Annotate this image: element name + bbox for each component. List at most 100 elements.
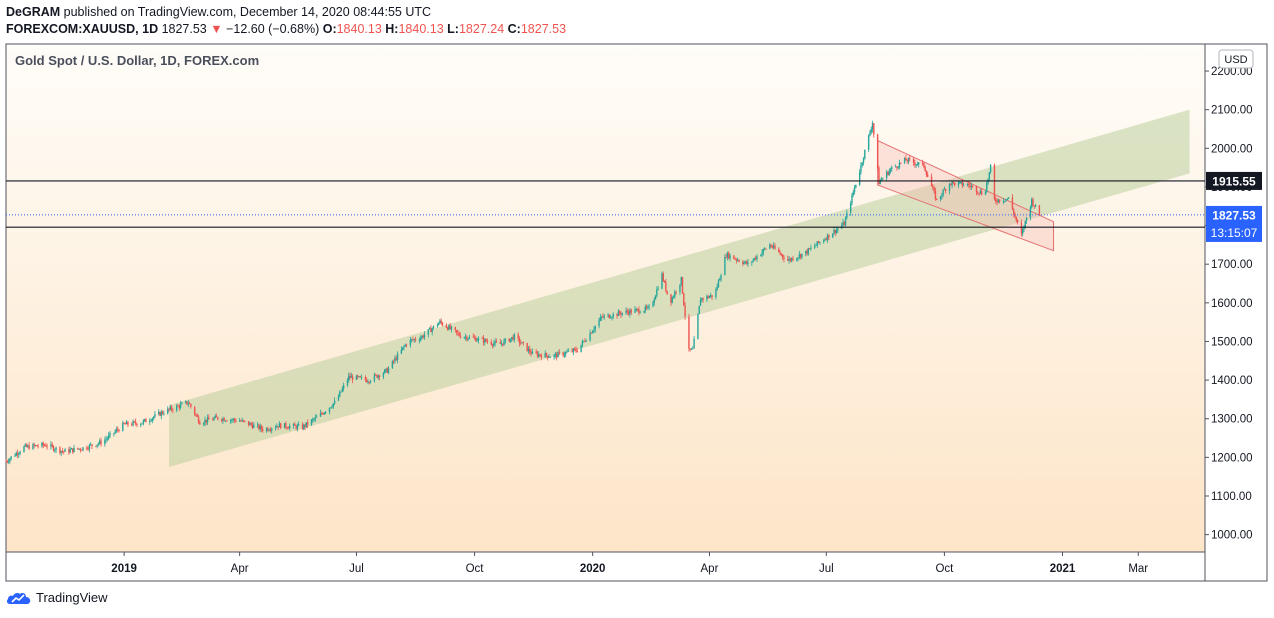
candle[interactable] — [69, 446, 71, 454]
candle[interactable] — [707, 294, 709, 299]
candle[interactable] — [671, 296, 673, 304]
candle[interactable] — [268, 428, 270, 432]
publisher-name[interactable]: DeGRAM — [6, 5, 61, 19]
candle[interactable] — [724, 254, 726, 276]
candle[interactable] — [45, 442, 47, 447]
candle[interactable] — [900, 162, 902, 165]
candle[interactable] — [952, 181, 955, 185]
candle[interactable] — [187, 399, 189, 408]
candle[interactable] — [681, 276, 684, 294]
candle[interactable] — [536, 350, 539, 359]
candle[interactable] — [508, 338, 510, 343]
candle[interactable] — [553, 353, 555, 360]
candle[interactable] — [933, 185, 935, 194]
candle[interactable] — [936, 197, 938, 201]
candle[interactable] — [909, 155, 911, 162]
candle[interactable] — [115, 426, 118, 434]
candle[interactable] — [418, 337, 421, 344]
candle[interactable] — [960, 181, 962, 185]
candle[interactable] — [861, 162, 863, 168]
candle[interactable] — [733, 255, 735, 260]
candle[interactable] — [46, 443, 48, 450]
candle[interactable] — [1029, 205, 1032, 221]
candle[interactable] — [943, 186, 946, 191]
candle[interactable] — [832, 233, 834, 238]
candle[interactable] — [91, 444, 93, 450]
candle[interactable] — [107, 432, 110, 441]
candle[interactable] — [828, 234, 830, 241]
candle[interactable] — [484, 337, 486, 346]
candle[interactable] — [271, 427, 273, 434]
candle[interactable] — [188, 401, 191, 405]
candle[interactable] — [644, 304, 646, 314]
candle[interactable] — [351, 374, 354, 384]
candle[interactable] — [710, 292, 712, 299]
candle[interactable] — [373, 372, 376, 383]
candle[interactable] — [799, 253, 802, 260]
candle[interactable] — [889, 167, 892, 174]
candle[interactable] — [143, 418, 146, 423]
candle[interactable] — [232, 417, 234, 423]
candle[interactable] — [87, 446, 89, 451]
candle[interactable] — [323, 412, 326, 415]
candle[interactable] — [404, 343, 406, 348]
candle[interactable] — [885, 169, 888, 182]
candle[interactable] — [807, 247, 810, 256]
candle[interactable] — [196, 413, 198, 417]
candle[interactable] — [916, 161, 919, 166]
candle[interactable] — [530, 349, 532, 357]
candle[interactable] — [251, 422, 254, 430]
candle[interactable] — [612, 312, 614, 320]
candle[interactable] — [932, 184, 934, 191]
candle[interactable] — [283, 423, 286, 429]
candle[interactable] — [968, 181, 970, 188]
candle[interactable] — [657, 285, 659, 291]
candle[interactable] — [618, 310, 621, 316]
candle[interactable] — [789, 257, 792, 263]
candle[interactable] — [204, 416, 206, 427]
candle[interactable] — [68, 446, 70, 455]
candle[interactable] — [197, 414, 200, 424]
candle[interactable] — [375, 373, 377, 376]
candle[interactable] — [34, 444, 37, 447]
candle[interactable] — [423, 331, 426, 340]
candle[interactable] — [511, 336, 513, 342]
candle[interactable] — [616, 313, 618, 319]
candle[interactable] — [256, 421, 259, 428]
candle[interactable] — [905, 154, 907, 161]
candle[interactable] — [808, 248, 811, 250]
candle[interactable] — [378, 374, 381, 381]
candle[interactable] — [19, 450, 21, 456]
candle[interactable] — [977, 191, 979, 195]
candle[interactable] — [593, 326, 595, 333]
candle[interactable] — [190, 403, 192, 409]
candle[interactable] — [315, 414, 318, 418]
candle[interactable] — [337, 394, 340, 402]
candle[interactable] — [693, 335, 695, 349]
candle[interactable] — [358, 376, 360, 378]
candle[interactable] — [306, 419, 309, 429]
candle[interactable] — [517, 332, 519, 342]
candle[interactable] — [310, 419, 313, 426]
candle[interactable] — [485, 338, 487, 343]
candle[interactable] — [431, 327, 433, 336]
candle[interactable] — [513, 332, 516, 343]
candle[interactable] — [853, 185, 856, 195]
candle[interactable] — [891, 165, 893, 173]
candle[interactable] — [1013, 208, 1015, 218]
candle[interactable] — [1016, 218, 1019, 225]
candle[interactable] — [491, 343, 494, 349]
candle[interactable] — [253, 422, 255, 429]
candle[interactable] — [360, 374, 363, 381]
candle[interactable] — [359, 375, 362, 378]
candle[interactable] — [466, 335, 468, 342]
candle[interactable] — [414, 336, 417, 343]
candle[interactable] — [729, 253, 731, 262]
candle[interactable] — [630, 308, 632, 315]
candle[interactable] — [211, 417, 214, 421]
candle[interactable] — [238, 417, 241, 422]
candle[interactable] — [585, 339, 587, 342]
candle[interactable] — [449, 323, 451, 330]
candle[interactable] — [280, 422, 282, 430]
candle[interactable] — [869, 129, 871, 137]
